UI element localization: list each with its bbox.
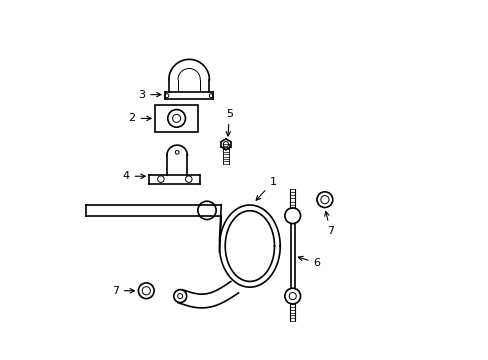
Text: 4: 4: [122, 171, 145, 181]
Bar: [155, 105, 198, 132]
Text: 6: 6: [298, 256, 320, 268]
Text: 1: 1: [256, 177, 276, 200]
Text: 2: 2: [128, 113, 151, 123]
Text: 5: 5: [225, 109, 232, 136]
Text: 7: 7: [111, 286, 134, 296]
Text: 3: 3: [138, 90, 161, 100]
Text: 7: 7: [324, 211, 333, 236]
